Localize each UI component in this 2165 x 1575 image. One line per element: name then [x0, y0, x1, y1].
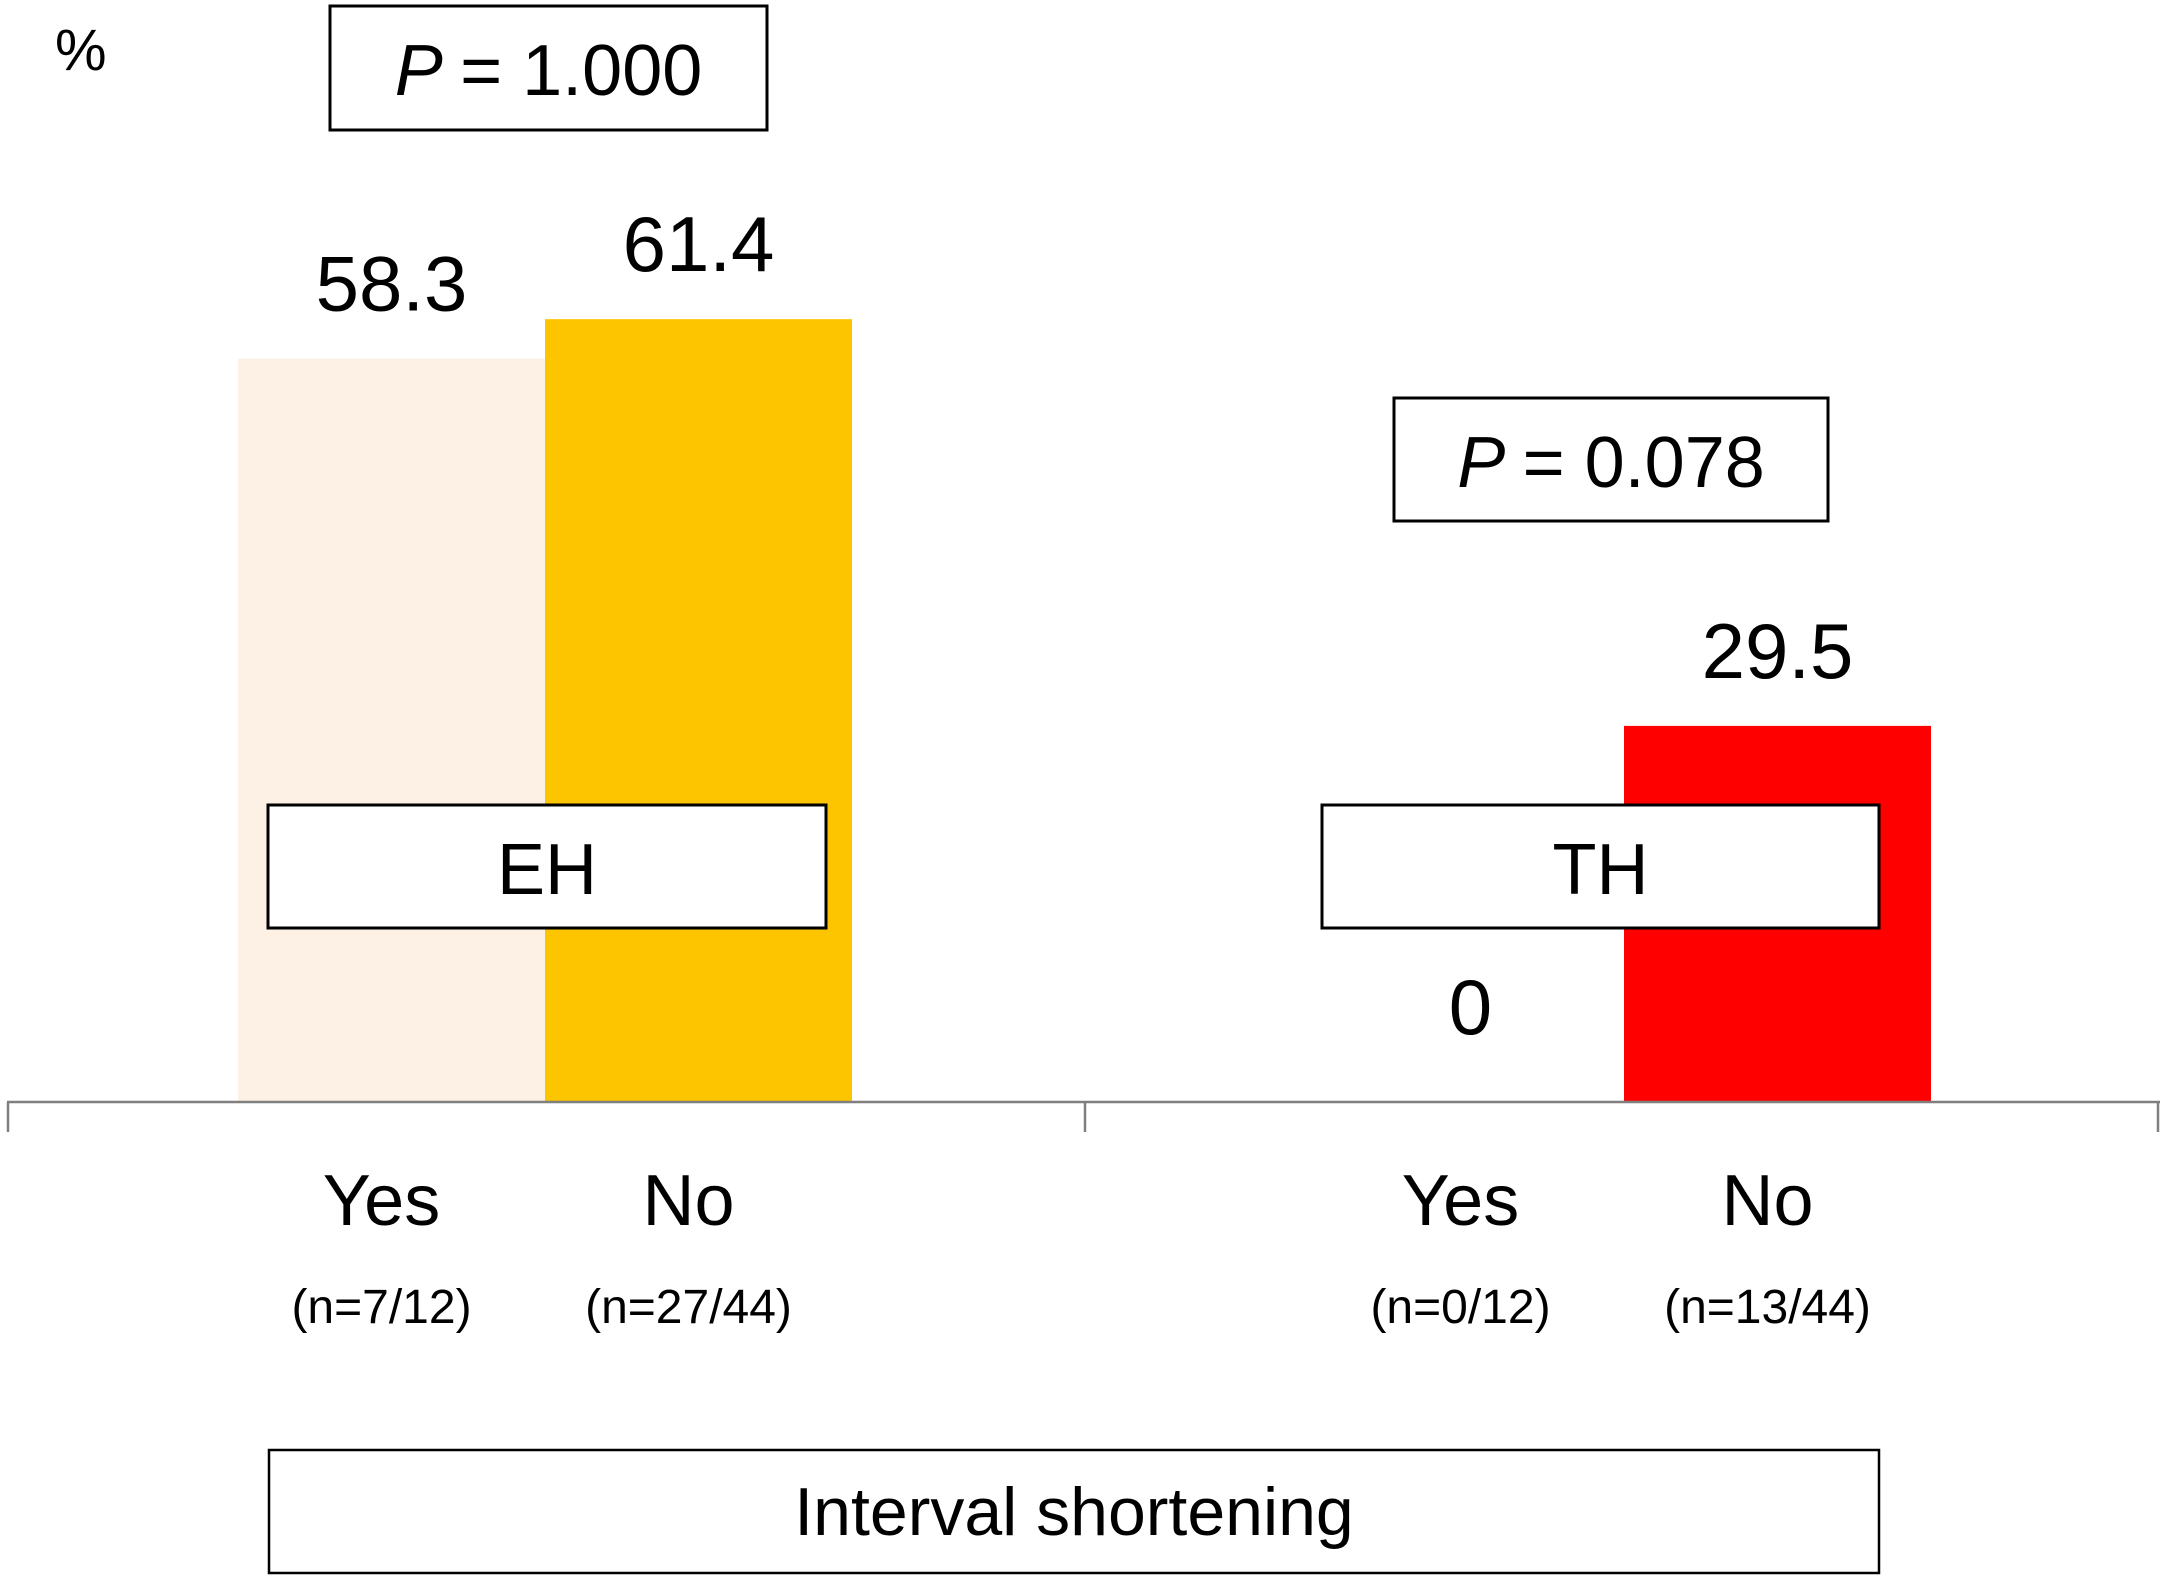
- group-label-box-th: [1320, 803, 1881, 930]
- category-label-eh-no: No: [642, 1161, 734, 1241]
- group-label-box-eh: [266, 803, 828, 930]
- n-label-eh-no: (n=27/44): [585, 1281, 792, 1334]
- value-label-eh-yes: 58.3: [316, 240, 468, 328]
- category-label-th-yes: Yes: [1402, 1161, 1519, 1241]
- x-axis-title-box: [267, 1448, 1881, 1575]
- value-label-eh-no: 61.4: [623, 200, 775, 288]
- group-label-eh: EH: [497, 830, 597, 910]
- p-value-box-th: [1392, 396, 1830, 523]
- labels-layer: 58.3 Yes (n=7/12) 61.4 No (n=27/44) EH P = 1.00…: [266, 4, 1881, 1334]
- p-value-box-eh: [328, 4, 769, 132]
- bar-eh-yes: [238, 358, 545, 1102]
- category-label-eh-yes: Yes: [323, 1161, 440, 1241]
- n-label-eh-yes: (n=7/12): [291, 1281, 471, 1334]
- p-value-eh: P = 1.000: [395, 31, 703, 111]
- value-label-th-no: 29.5: [1702, 607, 1854, 695]
- n-label-th-no: (n=13/44): [1664, 1281, 1871, 1334]
- value-label-th-yes: 0: [1449, 963, 1492, 1051]
- p-value-th: P = 0.078: [1457, 423, 1765, 503]
- group-label-th: TH: [1553, 830, 1649, 910]
- bar-eh-no: [545, 319, 852, 1102]
- n-label-th-yes: (n=0/12): [1370, 1281, 1550, 1334]
- category-label-th-no: No: [1721, 1161, 1813, 1241]
- y-unit-label: %: [55, 18, 107, 83]
- x-axis-title: Interval shortening: [794, 1474, 1353, 1550]
